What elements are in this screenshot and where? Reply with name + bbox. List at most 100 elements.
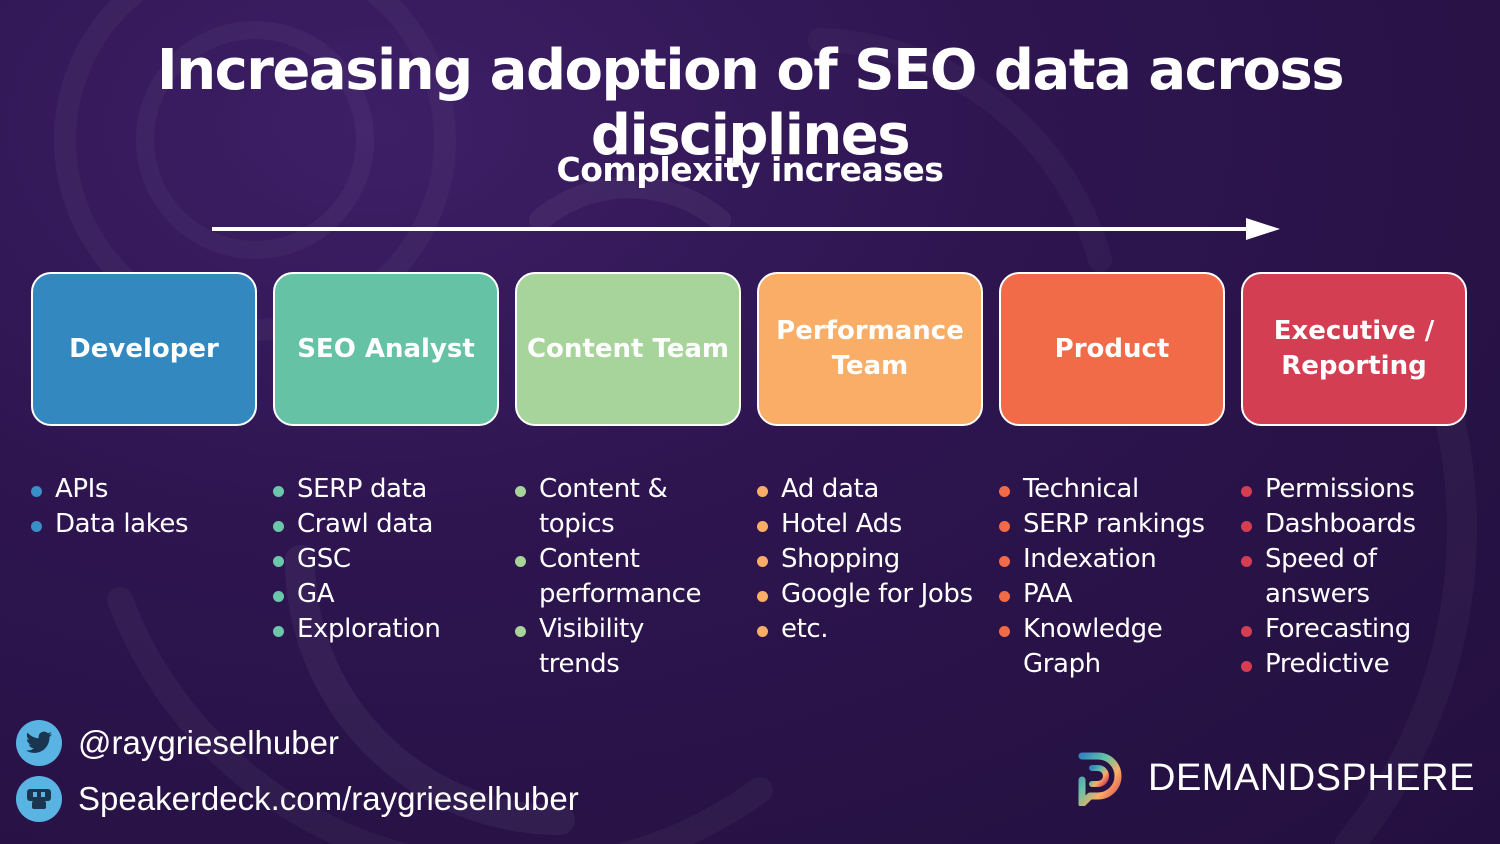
discipline-label: Performance Team [776, 316, 964, 381]
bullet-dot [515, 626, 526, 637]
complexity-arrow [212, 218, 1280, 240]
list-item: Data lakes [31, 507, 189, 542]
list-item: SERP data [273, 472, 440, 507]
list-item-text: Ad data [781, 474, 879, 504]
discipline-box-product: Product [999, 272, 1225, 426]
list-item: Content performance [515, 542, 715, 612]
bullet-dot [999, 486, 1010, 497]
list-item: Visibility trends [515, 612, 715, 682]
list-item: Content & topics [515, 472, 715, 542]
discipline-box-seo-analyst: SEO Analyst [273, 272, 499, 426]
bullet-dot [515, 556, 526, 567]
discipline-box-executive-reporting: Executive / Reporting [1241, 272, 1467, 426]
bullet-dot [273, 626, 284, 637]
list-item-text: Data lakes [55, 509, 189, 539]
discipline-list-seo-analyst: SERP data Crawl data GSC GA Exploration [273, 472, 441, 647]
discipline-box-developer: Developer [31, 272, 257, 426]
list-item-text: Hotel Ads [781, 509, 902, 539]
list-item-text: GA [297, 579, 335, 609]
speakerdeck-link-row[interactable]: Speakerdeck.com/raygrieselhuber [16, 776, 579, 822]
bullet-dot [757, 556, 768, 567]
list-item-text: PAA [1023, 579, 1073, 609]
bullet-dot [757, 486, 768, 497]
twitter-handle-row[interactable]: @raygrieselhuber [16, 720, 339, 766]
bullet-dot [273, 591, 284, 602]
discipline-label: Content Team [526, 333, 730, 364]
list-item-text: Dashboards [1265, 509, 1416, 539]
bullet-dot [31, 521, 42, 532]
bullet-dot [1241, 521, 1252, 532]
discipline-list-performance-team: Ad data Hotel Ads Shopping Google for Jo… [757, 472, 973, 647]
speakerdeck-icon [16, 776, 62, 822]
discipline-box-content-team: Content Team [515, 272, 741, 426]
list-item-text: SERP data [297, 474, 427, 504]
list-item: GA [273, 577, 440, 612]
discipline-label: Developer [69, 333, 219, 364]
list-item: Crawl data [273, 507, 440, 542]
list-item: Technical [999, 472, 1219, 507]
list-item: GSC [273, 542, 440, 577]
bullet-dot [999, 626, 1010, 637]
demandsphere-logo-icon [1078, 752, 1122, 806]
list-item-text: Crawl data [297, 509, 434, 539]
bullet-dot [1241, 556, 1252, 567]
list-item: Google for Jobs [757, 577, 973, 612]
list-item: Forecasting [1241, 612, 1441, 647]
bullet-dot [757, 521, 768, 532]
bullet-dot [1241, 661, 1252, 672]
list-item-text: Visibility trends [539, 614, 644, 679]
speakerdeck-url: Speakerdeck.com/raygrieselhuber [78, 780, 579, 817]
list-item: Indexation [999, 542, 1219, 577]
list-item: Hotel Ads [757, 507, 973, 542]
bullet-dot [273, 556, 284, 567]
list-item: Permissions [1241, 472, 1441, 507]
discipline-box-performance-team: Performance Team [757, 272, 983, 426]
list-item-text: Speed of answers [1265, 544, 1377, 609]
bullet-dot [999, 521, 1010, 532]
list-item-text: Predictive [1265, 649, 1390, 679]
list-item-text: Shopping [781, 544, 900, 574]
bullet-dot [999, 591, 1010, 602]
list-item: Ad data [757, 472, 973, 507]
bullet-dot [999, 556, 1010, 567]
list-item-text: Content performance [539, 544, 702, 609]
list-item: PAA [999, 577, 1219, 612]
list-item-text: Knowledge Graph [1023, 614, 1163, 679]
bullet-dot [31, 486, 42, 497]
bullet-dot [1241, 626, 1252, 637]
list-item: Predictive [1241, 647, 1441, 682]
slide-title: Increasing adoption of SEO data across d… [156, 38, 1345, 168]
list-item-text: Forecasting [1265, 614, 1411, 644]
complexity-label: Complexity increases [556, 150, 944, 189]
list-item-text: SERP rankings [1023, 509, 1205, 539]
list-item-text: GSC [297, 544, 351, 574]
discipline-label: SEO Analyst [297, 333, 475, 364]
brand-block: DEMANDSPHERE [1072, 750, 1475, 806]
bullet-dot [273, 486, 284, 497]
list-item: Speed of answers [1241, 542, 1441, 612]
list-item: SERP rankings [999, 507, 1219, 542]
bullet-dot [757, 626, 768, 637]
list-item: Dashboards [1241, 507, 1441, 542]
list-item-text: Technical [1023, 474, 1139, 504]
list-item-text: Exploration [297, 614, 441, 644]
bullet-dot [273, 521, 284, 532]
discipline-label: Executive / Reporting [1273, 316, 1435, 381]
bullet-dot [757, 591, 768, 602]
brand-name: DEMANDSPHERE [1148, 756, 1475, 799]
list-item-text: Indexation [1023, 544, 1157, 574]
list-item: etc. [757, 612, 973, 647]
list-item-text: Permissions [1265, 474, 1415, 504]
list-item: Exploration [273, 612, 441, 647]
discipline-list-developer: APIs Data lakes [31, 472, 189, 542]
twitter-bird-icon [16, 720, 62, 766]
list-item-text: Content & topics [539, 474, 668, 539]
list-item: APIs [31, 472, 188, 507]
bullet-dot [1241, 486, 1252, 497]
discipline-label: Product [1054, 333, 1170, 364]
twitter-handle: @raygrieselhuber [78, 724, 339, 761]
list-item: Shopping [757, 542, 973, 577]
list-item-text: Google for Jobs [781, 579, 973, 609]
list-item-text: etc. [781, 614, 829, 644]
bullet-dot [515, 486, 526, 497]
